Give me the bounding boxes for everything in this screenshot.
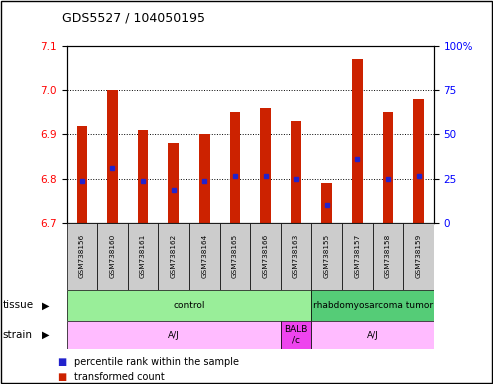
- Text: ▶: ▶: [42, 330, 49, 340]
- Bar: [383, 113, 393, 223]
- Text: GSM738158: GSM738158: [385, 234, 391, 278]
- Text: GDS5527 / 104050195: GDS5527 / 104050195: [62, 12, 205, 25]
- Bar: [291, 121, 301, 223]
- Bar: [199, 134, 210, 223]
- Text: transformed count: transformed count: [74, 372, 165, 382]
- Bar: [67, 321, 281, 349]
- Text: GSM738160: GSM738160: [109, 234, 115, 278]
- Text: GSM738156: GSM738156: [79, 234, 85, 278]
- Bar: [321, 183, 332, 223]
- Bar: [128, 223, 158, 290]
- Text: ■: ■: [57, 372, 66, 382]
- Bar: [403, 223, 434, 290]
- Text: ■: ■: [57, 358, 66, 367]
- Bar: [219, 223, 250, 290]
- Bar: [342, 223, 373, 290]
- Text: tissue: tissue: [2, 300, 34, 310]
- Text: GSM738165: GSM738165: [232, 234, 238, 278]
- Bar: [189, 223, 219, 290]
- Bar: [230, 113, 240, 223]
- Text: GSM738164: GSM738164: [201, 234, 207, 278]
- Bar: [312, 290, 434, 321]
- Bar: [352, 59, 363, 223]
- Text: GSM738163: GSM738163: [293, 234, 299, 278]
- Bar: [168, 143, 179, 223]
- Text: rhabdomyosarcoma tumor: rhabdomyosarcoma tumor: [313, 301, 433, 310]
- Bar: [312, 321, 434, 349]
- Text: percentile rank within the sample: percentile rank within the sample: [74, 358, 239, 367]
- Bar: [97, 223, 128, 290]
- Text: GSM738162: GSM738162: [171, 234, 176, 278]
- Text: A/J: A/J: [168, 331, 179, 339]
- Text: A/J: A/J: [367, 331, 379, 339]
- Text: control: control: [173, 301, 205, 310]
- Text: GSM738159: GSM738159: [416, 234, 422, 278]
- Text: GSM738166: GSM738166: [262, 234, 269, 278]
- Bar: [312, 223, 342, 290]
- Bar: [373, 223, 403, 290]
- Bar: [281, 223, 312, 290]
- Bar: [260, 108, 271, 223]
- Bar: [158, 223, 189, 290]
- Bar: [76, 126, 87, 223]
- Text: BALB
/c: BALB /c: [284, 325, 308, 345]
- Text: ▶: ▶: [42, 300, 49, 310]
- Bar: [67, 290, 312, 321]
- Text: GSM738157: GSM738157: [354, 234, 360, 278]
- Bar: [413, 99, 424, 223]
- Text: GSM738155: GSM738155: [324, 234, 330, 278]
- Bar: [250, 223, 281, 290]
- Bar: [107, 90, 118, 223]
- Bar: [138, 130, 148, 223]
- Bar: [281, 321, 312, 349]
- Text: GSM738161: GSM738161: [140, 234, 146, 278]
- Text: strain: strain: [2, 330, 33, 340]
- Bar: [67, 223, 97, 290]
